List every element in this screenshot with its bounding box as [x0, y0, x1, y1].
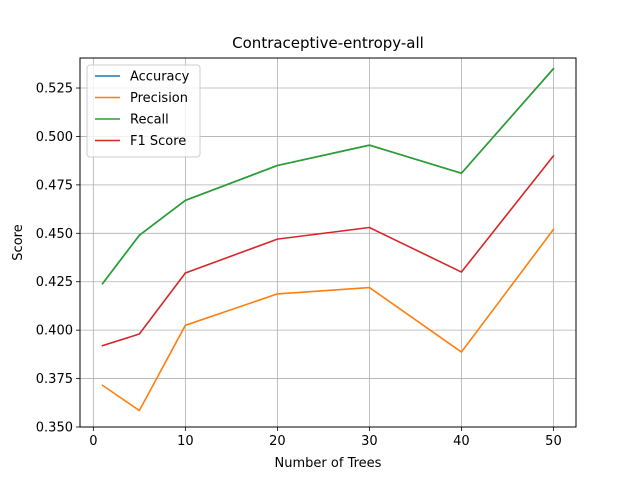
x-axis-title: Number of Trees [275, 456, 382, 471]
chart-title: Contraceptive-entropy-all [232, 34, 424, 52]
legend: Accuracy Precision Recall F1 Score [86, 64, 201, 158]
series-line-f1-score [101, 154, 555, 347]
legend-box [86, 64, 201, 158]
legend-label: Precision [130, 91, 188, 106]
x-tick-label: 30 [361, 434, 378, 449]
y-tick-label: 0.450 [36, 227, 73, 242]
x-tick-label: 40 [453, 434, 470, 449]
y-axis-title: Score [11, 224, 26, 260]
x-tick-label: 10 [177, 434, 194, 449]
series-line-recall [101, 67, 555, 285]
x-tick-label: 20 [269, 434, 286, 449]
x-tick-label: 50 [545, 434, 562, 449]
y-tick-label: 0.500 [36, 130, 73, 145]
y-tick-label: 0.525 [36, 82, 73, 97]
y-tick-label: 0.425 [36, 275, 73, 290]
axis-ticks: 0 10 20 30 40 50 0.350 0.375 0.400 0.425 0.450 0.47… [36, 82, 562, 449]
y-tick-label: 0.475 [36, 178, 73, 193]
y-tick-label: 0.350 [36, 421, 73, 436]
legend-label: F1 Score [130, 134, 186, 149]
legend-label: Recall [130, 113, 169, 128]
legend-label: Accuracy [130, 70, 190, 85]
series-lines [101, 67, 555, 412]
y-tick-label: 0.375 [36, 372, 73, 387]
y-tick-label: 0.400 [36, 324, 73, 339]
series-line-precision [101, 228, 555, 412]
x-tick-label: 0 [89, 434, 97, 449]
plot-frame [79, 57, 577, 428]
